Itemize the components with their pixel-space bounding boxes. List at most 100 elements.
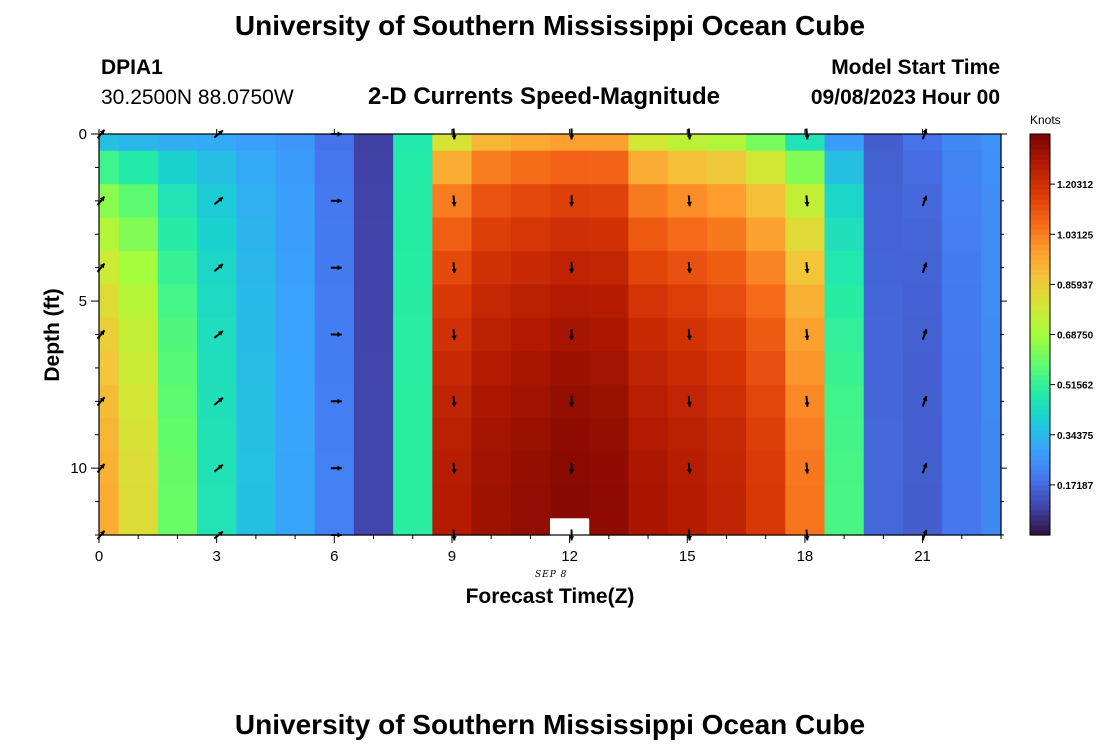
heatmap-cell (902, 418, 943, 453)
heatmap-cell (824, 418, 865, 453)
heatmap-cell (824, 250, 865, 285)
colorbar-segment (1030, 254, 1050, 260)
colorbar-segment (1030, 189, 1050, 195)
heatmap-cell (275, 134, 316, 152)
heatmap-cell (275, 217, 316, 252)
heatmap-cell (628, 351, 669, 386)
heatmap-cell (981, 384, 1002, 419)
current-arrow-head (99, 196, 105, 202)
current-arrow-head (569, 402, 575, 407)
heatmap-cell (157, 184, 198, 219)
y-tick-label: 10 (70, 460, 87, 477)
heatmap-cells (99, 134, 1002, 536)
heatmap-cell (550, 317, 590, 352)
heatmap-cell (628, 384, 669, 419)
heatmap-cell (589, 418, 630, 453)
heatmap-cell (275, 418, 316, 453)
heatmap-cell (942, 250, 982, 285)
heatmap-cell (942, 284, 982, 319)
heatmap-cell (785, 484, 826, 519)
current-arrow-head (686, 536, 692, 541)
heatmap-cell (353, 351, 394, 386)
heatmap-cell (393, 250, 433, 285)
heatmap-cell (197, 284, 237, 319)
heatmap-cell (314, 150, 355, 185)
heatmap-cell (706, 250, 747, 285)
heatmap-cell (99, 418, 120, 453)
colorbar-segment (1030, 199, 1050, 205)
colorbar-segment (1030, 399, 1050, 406)
heatmap-cell (706, 134, 747, 152)
heatmap-cell (550, 150, 590, 185)
heatmap-cell (863, 217, 904, 252)
heatmap-cell (432, 250, 473, 285)
heatmap-cell (746, 451, 786, 486)
heatmap-cell (706, 451, 747, 486)
model-start-value: 09/08/2023 Hour 00 (810, 86, 1000, 109)
heatmap-cell (353, 451, 394, 486)
heatmap-cell (510, 484, 551, 519)
heatmap-cell (824, 217, 865, 252)
heatmap-cell (824, 184, 865, 219)
current-arrow-head (569, 469, 575, 474)
current-arrow-head (451, 536, 457, 541)
heatmap-cell (589, 134, 630, 152)
heatmap-cell (510, 384, 551, 419)
colorbar-segment (1030, 419, 1050, 426)
heatmap-cell (706, 518, 747, 536)
heatmap-cell (236, 284, 277, 319)
colorbar-segment (1030, 139, 1050, 145)
heatmap-cell (824, 284, 865, 319)
heatmap-cell (628, 317, 669, 352)
colorbar-segment (1030, 244, 1050, 250)
heatmap-cell (706, 351, 747, 386)
current-arrow-head (569, 268, 575, 274)
heatmap-cell (942, 518, 982, 536)
current-arrow-head (337, 465, 342, 471)
heatmap-cell (157, 250, 198, 285)
heatmap-cell (471, 150, 512, 185)
heatmap-cell (667, 351, 708, 386)
x-tick-label: 12 (561, 548, 578, 565)
heatmap-cell (981, 250, 1002, 285)
heatmap-cell (667, 217, 708, 252)
heatmap-cell (706, 217, 747, 252)
heatmap-cell (667, 317, 708, 352)
heatmap-cell (785, 418, 826, 453)
heatmap-cell (942, 384, 982, 419)
current-arrow-head (99, 263, 105, 269)
colorbar-segment (1030, 184, 1050, 190)
heatmap-cell (667, 451, 708, 486)
heatmap-cell (667, 518, 708, 536)
heatmap-cell (902, 484, 943, 519)
heatmap-cell (981, 217, 1002, 252)
heatmap-cell (785, 518, 826, 536)
heatmap-cell (236, 317, 277, 352)
colorbar-segment (1030, 444, 1050, 451)
current-arrow-head (922, 329, 928, 335)
current-arrow-head (922, 262, 928, 268)
colorbar-segment (1030, 149, 1050, 155)
heatmap-cell (118, 134, 159, 152)
heatmap-cell (471, 184, 512, 219)
heatmap-cell (393, 518, 433, 536)
heatmap-cell (157, 217, 198, 252)
heatmap-cell (314, 217, 355, 252)
chart-subtitle: 2-D Currents Speed-Magnitude (368, 83, 721, 110)
heatmap-cell (746, 217, 786, 252)
current-arrow-head (922, 463, 928, 468)
current-arrow-head (217, 331, 223, 336)
station-id: DPIA1 (101, 56, 163, 79)
heatmap-cell (863, 384, 904, 419)
heatmap-cell (393, 284, 433, 319)
heatmap-cell (118, 451, 159, 486)
heatmap-cell (863, 317, 904, 352)
heatmap-cell (942, 150, 982, 185)
colorbar-tick-label: 0.34375 (1057, 431, 1094, 442)
heatmap-cell (589, 518, 630, 536)
heatmap-cell (118, 351, 159, 386)
heatmap-cell (236, 134, 277, 152)
current-arrow-head (217, 464, 223, 470)
heatmap-cell (118, 418, 159, 453)
colorbar-segment (1030, 209, 1050, 215)
